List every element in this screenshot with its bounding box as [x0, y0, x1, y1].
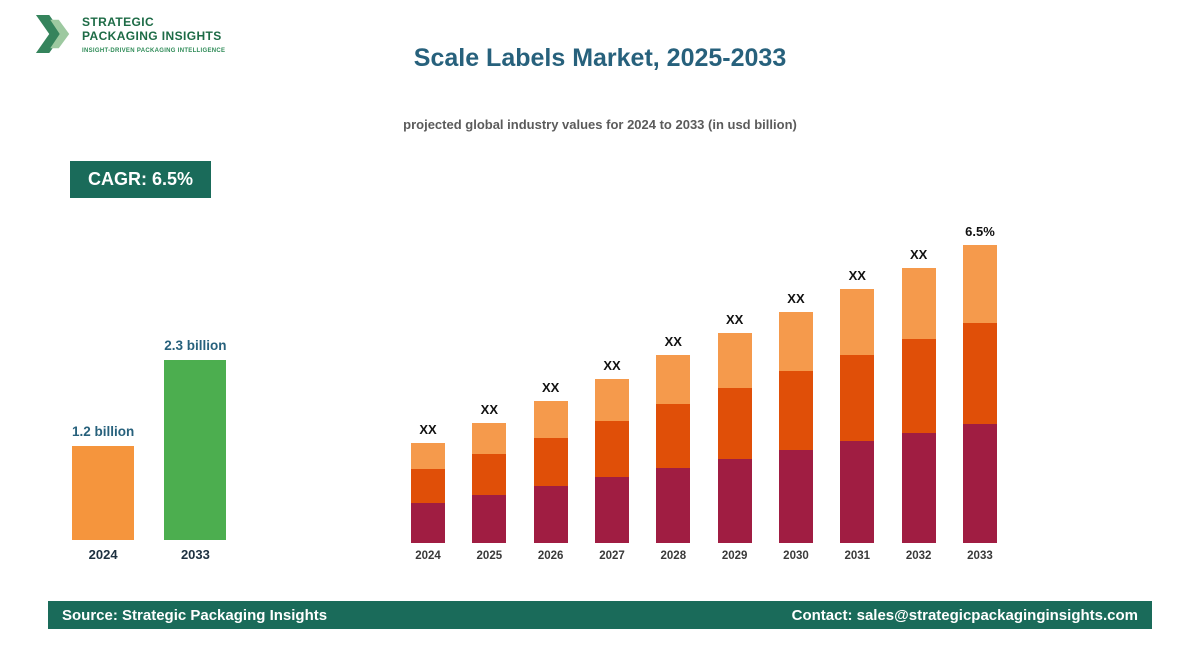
bottom-segment: [411, 503, 445, 543]
middle-segment: [656, 404, 691, 468]
summary-bar-year-label: 2033: [180, 547, 210, 562]
logo-line1: STRATEGIC: [82, 15, 155, 29]
stacked-bar-value-label: XX: [603, 358, 621, 373]
stacked-bar-group: XX 2026: [531, 380, 571, 562]
summary-bar-year-label: 2024: [88, 547, 118, 562]
logo-line2: PACKAGING INSIGHTS: [82, 29, 222, 44]
footer-bar: Source: Strategic Packaging Insights Con…: [48, 601, 1152, 629]
top-segment: [717, 333, 752, 388]
top-segment: [594, 379, 629, 421]
stacked-bar: [778, 312, 813, 543]
middle-segment: [778, 371, 813, 450]
summary-bar-group: 2.3 billion 2033: [164, 338, 226, 562]
stacked-bar-year-label: 2033: [967, 550, 993, 562]
stacked-bar-group: XX 2031: [837, 268, 877, 562]
stacked-bar-group: 6.5% 2033: [960, 224, 1000, 562]
bottom-segment: [901, 433, 936, 543]
stacked-bar: [962, 245, 997, 543]
stacked-bar-year-label: 2031: [844, 550, 871, 562]
double-chevron-right-icon: [35, 15, 70, 53]
stacked-bar-year-label: 2024: [415, 550, 441, 562]
top-segment: [778, 312, 813, 371]
stacked-bar-value-label: XX: [848, 268, 866, 283]
summary-bar: [72, 446, 135, 540]
stacked-bar: [472, 423, 507, 543]
stacked-bar-value-label: XX: [419, 422, 437, 437]
stacked-bar: [717, 333, 752, 543]
top-segment: [472, 423, 507, 454]
logo: STRATEGIC PACKAGING INSIGHTS INSIGHT-DRI…: [35, 12, 225, 56]
stacked-bar-year-label: 2032: [905, 550, 932, 562]
stacked-bar-year-label: 2025: [476, 550, 503, 562]
stacked-bar: [901, 268, 936, 543]
summary-bar-chart: 1.2 billion 2024 2.3 billion 2033: [72, 338, 227, 562]
cagr-badge: CAGR: 6.5%: [70, 161, 212, 198]
middle-segment: [594, 421, 629, 477]
middle-segment: [962, 323, 997, 424]
bottom-segment: [656, 468, 691, 543]
stacked-bar-group: XX 2027: [592, 358, 632, 562]
stacked-bar-year-label: 2029: [721, 550, 748, 562]
summary-bar-value-label: 1.2 billion: [72, 424, 135, 439]
bottom-segment: [594, 477, 629, 543]
stacked-bar-group: XX 2029: [715, 312, 755, 562]
logo-text: STRATEGIC PACKAGING INSIGHTS INSIGHT-DRI…: [82, 12, 225, 54]
bottom-segment: [533, 486, 568, 543]
stacked-bar: [656, 355, 691, 543]
middle-segment: [901, 339, 936, 433]
page-subtitle: projected global industry values for 202…: [403, 117, 797, 132]
middle-segment: [533, 438, 568, 486]
middle-segment: [717, 388, 752, 459]
top-segment: [533, 401, 568, 438]
stacked-bar: [411, 443, 445, 543]
middle-segment: [411, 469, 445, 503]
stacked-bar-group: XX 2028: [653, 334, 693, 562]
top-segment: [901, 268, 936, 339]
summary-bar-value-label: 2.3 billion: [164, 338, 227, 353]
stacked-bar-value-label: XX: [787, 291, 805, 306]
stacked-bar: [533, 401, 568, 543]
footer-contact: Contact: sales@strategicpackaginginsight…: [791, 606, 1138, 624]
stacked-bar-group: XX 2025: [469, 402, 509, 562]
stacked-bar-value-label: XX: [541, 380, 560, 395]
top-segment: [411, 443, 445, 469]
summary-bar-group: 1.2 billion 2024: [72, 424, 134, 562]
stacked-bar-value-label: XX: [664, 334, 682, 349]
logo-tagline: INSIGHT-DRIVEN PACKAGING INTELLIGENCE: [82, 47, 226, 54]
bottom-segment: [840, 441, 875, 543]
bottom-segment: [717, 459, 752, 543]
stacked-bar-value-label: 6.5%: [965, 224, 995, 239]
footer-source: Source: Strategic Packaging Insights: [62, 606, 328, 624]
stacked-bar: [594, 379, 629, 543]
top-segment: [656, 355, 691, 404]
top-segment: [962, 245, 997, 323]
stacked-bar-group: XX 2024: [408, 422, 448, 562]
stacked-bar-value-label: XX: [909, 247, 928, 262]
middle-segment: [472, 454, 507, 495]
stacked-bar-year-label: 2030: [783, 550, 809, 562]
summary-bar: [164, 360, 227, 540]
page-title: Scale Labels Market, 2025-2033: [413, 44, 787, 72]
middle-segment: [840, 355, 875, 441]
bottom-segment: [962, 424, 997, 543]
stacked-bar-value-label: XX: [725, 312, 744, 327]
stacked-bar-year-label: 2028: [660, 550, 687, 562]
stacked-bar-year-label: 2026: [537, 550, 564, 562]
stacked-bar-group: XX 2030: [776, 291, 816, 562]
projection-stacked-bar-chart: XX 2024 XX 2025 XX 2026 XX 2027 XX 2028 XX 2029 XX 20…: [408, 224, 1000, 562]
stacked-bar: [840, 289, 875, 543]
stacked-bar-year-label: 2027: [599, 550, 625, 562]
top-segment: [840, 289, 875, 355]
bottom-segment: [472, 495, 507, 543]
stacked-bar-value-label: XX: [480, 402, 498, 417]
bottom-segment: [778, 450, 813, 543]
stacked-bar-group: XX 2032: [899, 247, 939, 562]
